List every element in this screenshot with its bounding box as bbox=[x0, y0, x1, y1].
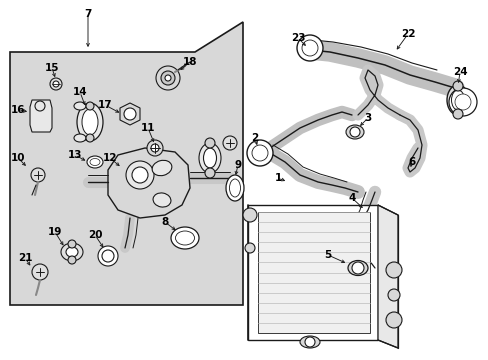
Circle shape bbox=[296, 35, 323, 61]
Text: 8: 8 bbox=[161, 217, 168, 227]
Circle shape bbox=[204, 138, 215, 148]
Text: 17: 17 bbox=[98, 100, 112, 110]
Ellipse shape bbox=[74, 134, 86, 142]
Text: 1: 1 bbox=[274, 173, 281, 183]
Ellipse shape bbox=[87, 156, 103, 168]
Text: 21: 21 bbox=[18, 253, 32, 263]
Circle shape bbox=[32, 264, 48, 280]
Circle shape bbox=[102, 250, 114, 262]
Circle shape bbox=[132, 167, 148, 183]
Text: 9: 9 bbox=[234, 160, 241, 170]
Circle shape bbox=[448, 88, 476, 116]
Text: 15: 15 bbox=[45, 63, 59, 73]
Text: 18: 18 bbox=[183, 57, 197, 67]
Circle shape bbox=[35, 101, 45, 111]
Text: 12: 12 bbox=[102, 153, 117, 163]
Ellipse shape bbox=[225, 175, 244, 201]
Text: 2: 2 bbox=[251, 133, 258, 143]
Circle shape bbox=[126, 161, 154, 189]
Text: 19: 19 bbox=[48, 227, 62, 237]
Circle shape bbox=[53, 81, 59, 87]
Ellipse shape bbox=[82, 109, 98, 135]
Ellipse shape bbox=[175, 231, 194, 245]
Ellipse shape bbox=[171, 227, 199, 249]
Polygon shape bbox=[377, 205, 397, 348]
Ellipse shape bbox=[450, 90, 464, 110]
Ellipse shape bbox=[299, 336, 319, 348]
Circle shape bbox=[86, 102, 94, 110]
Ellipse shape bbox=[346, 125, 363, 139]
Ellipse shape bbox=[199, 143, 221, 173]
Ellipse shape bbox=[446, 85, 468, 115]
Circle shape bbox=[452, 109, 462, 119]
Circle shape bbox=[244, 243, 254, 253]
Polygon shape bbox=[247, 205, 377, 340]
Circle shape bbox=[31, 168, 45, 182]
Ellipse shape bbox=[229, 179, 240, 197]
Circle shape bbox=[385, 262, 401, 278]
Circle shape bbox=[385, 312, 401, 328]
Text: 5: 5 bbox=[324, 250, 331, 260]
Ellipse shape bbox=[77, 103, 103, 141]
Polygon shape bbox=[30, 100, 52, 132]
Text: 4: 4 bbox=[347, 193, 355, 203]
Circle shape bbox=[147, 140, 163, 156]
Circle shape bbox=[86, 134, 94, 142]
Circle shape bbox=[387, 289, 399, 301]
Ellipse shape bbox=[347, 261, 367, 275]
Ellipse shape bbox=[203, 148, 216, 168]
Ellipse shape bbox=[90, 158, 100, 166]
Circle shape bbox=[251, 145, 267, 161]
Text: 7: 7 bbox=[84, 9, 92, 19]
Circle shape bbox=[161, 71, 175, 85]
Circle shape bbox=[98, 246, 118, 266]
Text: 16: 16 bbox=[11, 105, 25, 115]
Ellipse shape bbox=[74, 102, 86, 110]
Circle shape bbox=[349, 127, 359, 137]
Text: 10: 10 bbox=[11, 153, 25, 163]
Ellipse shape bbox=[152, 160, 171, 176]
Circle shape bbox=[50, 78, 62, 90]
Polygon shape bbox=[108, 148, 190, 218]
Text: 20: 20 bbox=[87, 230, 102, 240]
Ellipse shape bbox=[66, 247, 78, 257]
Polygon shape bbox=[10, 22, 243, 305]
Text: 23: 23 bbox=[290, 33, 305, 43]
Circle shape bbox=[454, 94, 470, 110]
Circle shape bbox=[246, 140, 272, 166]
Ellipse shape bbox=[61, 243, 83, 261]
Ellipse shape bbox=[153, 193, 171, 207]
Circle shape bbox=[124, 108, 136, 120]
Text: 13: 13 bbox=[68, 150, 82, 160]
Circle shape bbox=[204, 168, 215, 178]
Polygon shape bbox=[258, 212, 369, 333]
Circle shape bbox=[151, 144, 159, 152]
Text: 3: 3 bbox=[364, 113, 371, 123]
Circle shape bbox=[452, 81, 462, 91]
Circle shape bbox=[68, 256, 76, 264]
Polygon shape bbox=[120, 103, 140, 125]
Circle shape bbox=[68, 240, 76, 248]
Circle shape bbox=[351, 262, 363, 274]
Circle shape bbox=[223, 136, 237, 150]
Circle shape bbox=[305, 337, 314, 347]
Text: 24: 24 bbox=[452, 67, 467, 77]
Circle shape bbox=[302, 40, 317, 56]
Circle shape bbox=[156, 66, 180, 90]
Circle shape bbox=[164, 75, 171, 81]
Text: 14: 14 bbox=[73, 87, 87, 97]
Text: 22: 22 bbox=[400, 29, 414, 39]
Text: 6: 6 bbox=[407, 157, 415, 167]
Circle shape bbox=[243, 208, 257, 222]
Text: 11: 11 bbox=[141, 123, 155, 133]
